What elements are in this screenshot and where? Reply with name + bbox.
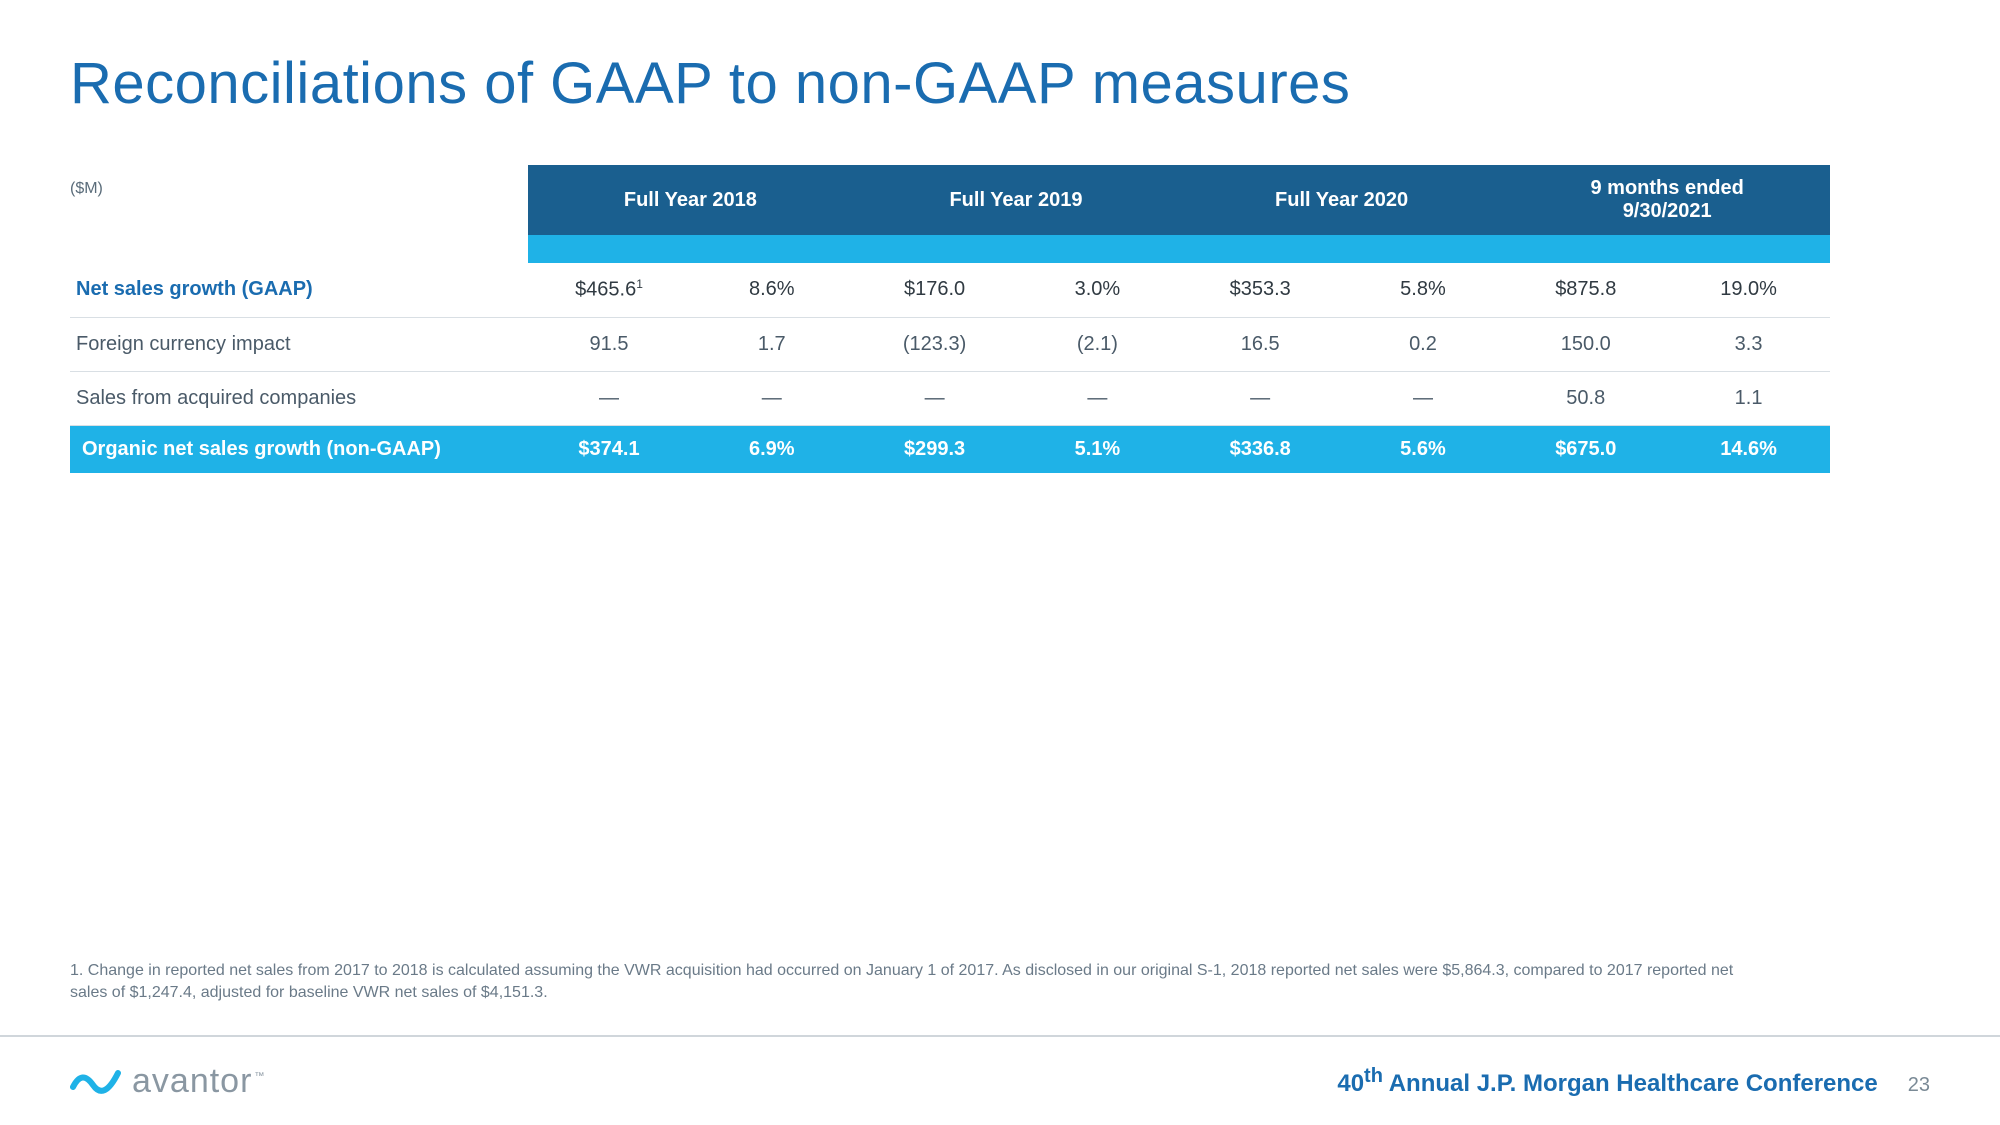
hl-c4: $336.8 <box>1179 425 1342 473</box>
conference-label: 40th Annual J.P. Morgan Healthcare Confe… <box>1337 1065 1877 1098</box>
row-0-c7: 19.0% <box>1667 263 1830 317</box>
row-2-c5: — <box>1342 371 1505 425</box>
row-2-c2: — <box>853 371 1016 425</box>
hl-c2: $299.3 <box>853 425 1016 473</box>
footnote: 1. Change in reported net sales from 201… <box>70 960 1770 1003</box>
hl-c3: 5.1% <box>1016 425 1179 473</box>
row-0-c4: $353.3 <box>1179 263 1342 317</box>
row-2-label: Sales from acquired companies <box>70 371 528 425</box>
row-2-c4: — <box>1179 371 1342 425</box>
reconciliation-table: Full Year 2018 Full Year 2019 Full Year … <box>70 165 1830 473</box>
table-header-row: Full Year 2018 Full Year 2019 Full Year … <box>70 165 1830 235</box>
row-2-c3: — <box>1016 371 1179 425</box>
header-blank <box>70 165 528 235</box>
header-period-2: Full Year 2020 <box>1179 165 1505 235</box>
row-1-c7: 3.3 <box>1667 317 1830 371</box>
row-0-c0: $465.61 <box>528 263 691 317</box>
footer: avantor™ 40th Annual J.P. Morgan Healthc… <box>0 1035 2000 1125</box>
highlight-row: Organic net sales growth (non-GAAP) $374… <box>70 425 1830 473</box>
row-2-c1: — <box>690 371 853 425</box>
row-1-c1: 1.7 <box>690 317 853 371</box>
header-period-2-l1: Full Year 2020 <box>1275 189 1408 211</box>
header-period-3: 9 months ended 9/30/2021 <box>1504 165 1830 235</box>
table: Full Year 2018 Full Year 2019 Full Year … <box>70 165 1830 473</box>
row-1-label: Foreign currency impact <box>70 317 528 371</box>
row-0-label: Net sales growth (GAAP) <box>70 263 528 317</box>
slide: Reconciliations of GAAP to non-GAAP meas… <box>0 0 2000 1125</box>
row-1-c4: 16.5 <box>1179 317 1342 371</box>
row-0-c6: $875.8 <box>1504 263 1667 317</box>
header-period-3-l1: 9 months ended <box>1591 177 1744 199</box>
logo: avantor™ <box>70 1062 265 1101</box>
header-period-0: Full Year 2018 <box>528 165 854 235</box>
row-0-c3: 3.0% <box>1016 263 1179 317</box>
row-1-c3: (2.1) <box>1016 317 1179 371</box>
hl-c0: $374.1 <box>528 425 691 473</box>
row-1-c0: 91.5 <box>528 317 691 371</box>
table-row: Foreign currency impact 91.5 1.7 (123.3)… <box>70 317 1830 371</box>
row-0-c2: $176.0 <box>853 263 1016 317</box>
accent-bar <box>70 235 1830 263</box>
hl-label: Organic net sales growth (non-GAAP) <box>70 425 528 473</box>
hl-c1: 6.9% <box>690 425 853 473</box>
row-2-c0: — <box>528 371 691 425</box>
header-period-1-l1: Full Year 2019 <box>949 189 1082 211</box>
table-row: Net sales growth (GAAP) $465.61 8.6% $17… <box>70 263 1830 317</box>
row-0-c5: 5.8% <box>1342 263 1505 317</box>
row-2-c7: 1.1 <box>1667 371 1830 425</box>
logo-icon <box>70 1063 122 1099</box>
logo-text: avantor™ <box>132 1062 265 1101</box>
row-1-c6: 150.0 <box>1504 317 1667 371</box>
row-1-c5: 0.2 <box>1342 317 1505 371</box>
header-period-1: Full Year 2019 <box>853 165 1179 235</box>
hl-c7: 14.6% <box>1667 425 1830 473</box>
hl-c6: $675.0 <box>1504 425 1667 473</box>
hl-c5: 5.6% <box>1342 425 1505 473</box>
page-number: 23 <box>1908 1074 1930 1097</box>
header-period-0-l1: Full Year 2018 <box>624 189 757 211</box>
table-row: Sales from acquired companies — — — — — … <box>70 371 1830 425</box>
page-title: Reconciliations of GAAP to non-GAAP meas… <box>70 50 1350 117</box>
row-1-c2: (123.3) <box>853 317 1016 371</box>
row-0-c1: 8.6% <box>690 263 853 317</box>
header-period-3-l2: 9/30/2021 <box>1504 200 1830 223</box>
footer-right: 40th Annual J.P. Morgan Healthcare Confe… <box>1337 1065 1930 1098</box>
row-2-c6: 50.8 <box>1504 371 1667 425</box>
